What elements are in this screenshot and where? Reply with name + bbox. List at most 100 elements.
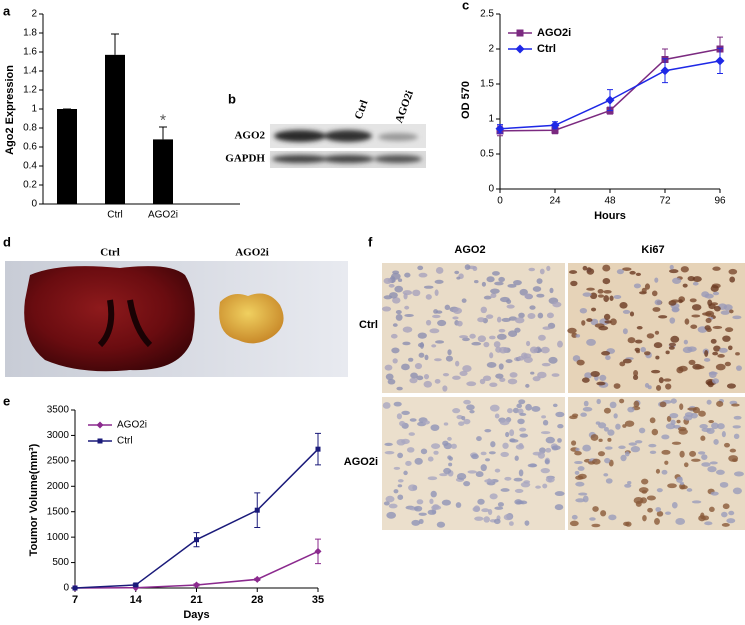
nucleus [396, 413, 403, 420]
x-axis-label: Days [183, 609, 209, 621]
nucleus [503, 346, 508, 353]
nucleus [650, 369, 661, 374]
nucleus [728, 268, 738, 275]
nucleus [484, 479, 495, 483]
nucleus [554, 491, 565, 497]
nucleus [609, 318, 617, 326]
nucleus [401, 363, 410, 371]
nucleus [672, 277, 682, 284]
nucleus [425, 319, 432, 326]
nucleus [705, 310, 715, 317]
nucleus [480, 464, 487, 472]
nucleus [528, 267, 536, 272]
nucleus [675, 518, 686, 525]
nucleus [722, 503, 730, 510]
nucleus [640, 346, 646, 353]
tumor-ago2i [219, 293, 284, 344]
nucleus [494, 506, 504, 510]
nucleus [712, 291, 720, 296]
nucleus [557, 438, 562, 443]
nucleus [536, 293, 545, 298]
nucleus [466, 381, 477, 387]
nucleus [454, 270, 460, 275]
nucleus [408, 357, 414, 362]
nucleus [434, 279, 444, 284]
marker [193, 581, 200, 589]
nucleus [623, 521, 630, 527]
nucleus [599, 374, 607, 382]
nucleus [530, 371, 535, 375]
nucleus [551, 373, 560, 377]
nucleus [712, 325, 723, 330]
nucleus [389, 292, 398, 299]
nucleus [717, 423, 725, 430]
ihc-images [381, 263, 745, 530]
nucleus [698, 410, 706, 417]
nucleus [463, 418, 471, 425]
error-bar [159, 126, 167, 140]
y-tick-label: 2000 [47, 481, 70, 492]
nucleus [644, 351, 651, 356]
nucleus [456, 473, 467, 480]
nucleus [484, 429, 492, 433]
row-label: AGO2 [234, 130, 265, 142]
nucleus [456, 320, 463, 327]
nucleus [656, 384, 662, 391]
nucleus [422, 420, 430, 425]
nucleus [499, 419, 510, 426]
nucleus [399, 420, 406, 427]
nucleus [531, 406, 541, 412]
nucleus [654, 518, 660, 525]
nucleus [719, 481, 729, 488]
nucleus [624, 451, 630, 457]
y-axis-label: Ago2 Expression [4, 65, 16, 155]
nucleus [418, 512, 427, 516]
nucleus [505, 431, 510, 438]
nucleus [545, 436, 555, 444]
nucleus [500, 451, 509, 458]
nucleus [514, 455, 519, 461]
marker [253, 575, 261, 583]
nucleus [701, 462, 711, 467]
nucleus [540, 346, 550, 354]
y-tick-label: 0.4 [23, 161, 37, 172]
nucleus [731, 458, 738, 463]
nucleus [431, 344, 437, 348]
nucleus [508, 521, 514, 526]
nucleus [541, 415, 547, 419]
nucleus [647, 507, 653, 513]
nucleus [661, 449, 671, 455]
nucleus [532, 286, 542, 292]
nucleus [490, 441, 496, 448]
nucleus [619, 361, 626, 367]
x-tick-label: 96 [714, 196, 726, 207]
nucleus [712, 351, 719, 356]
nucleus [582, 444, 592, 452]
marker [715, 56, 725, 66]
nucleus [679, 450, 685, 458]
nucleus [435, 310, 443, 314]
nucleus [706, 327, 712, 332]
marker [254, 507, 260, 513]
nucleus [486, 276, 495, 283]
nucleus [634, 339, 643, 344]
panel-letter: c [462, 0, 469, 12]
nucleus [397, 452, 404, 459]
marker [314, 547, 322, 555]
nucleus [434, 358, 442, 362]
nucleus [709, 461, 718, 465]
nucleus [489, 382, 498, 388]
nucleus [622, 309, 631, 314]
row-label: Ctrl [359, 319, 378, 331]
nucleus [629, 311, 635, 317]
nucleus [731, 403, 740, 407]
nucleus [574, 470, 580, 475]
blot-bands [272, 130, 422, 163]
nucleus [504, 476, 512, 481]
nucleus [541, 362, 551, 367]
nucleus [418, 518, 424, 525]
nucleus [655, 468, 661, 474]
nucleus [442, 373, 450, 377]
nucleus [682, 283, 688, 288]
nucleus [384, 364, 393, 371]
